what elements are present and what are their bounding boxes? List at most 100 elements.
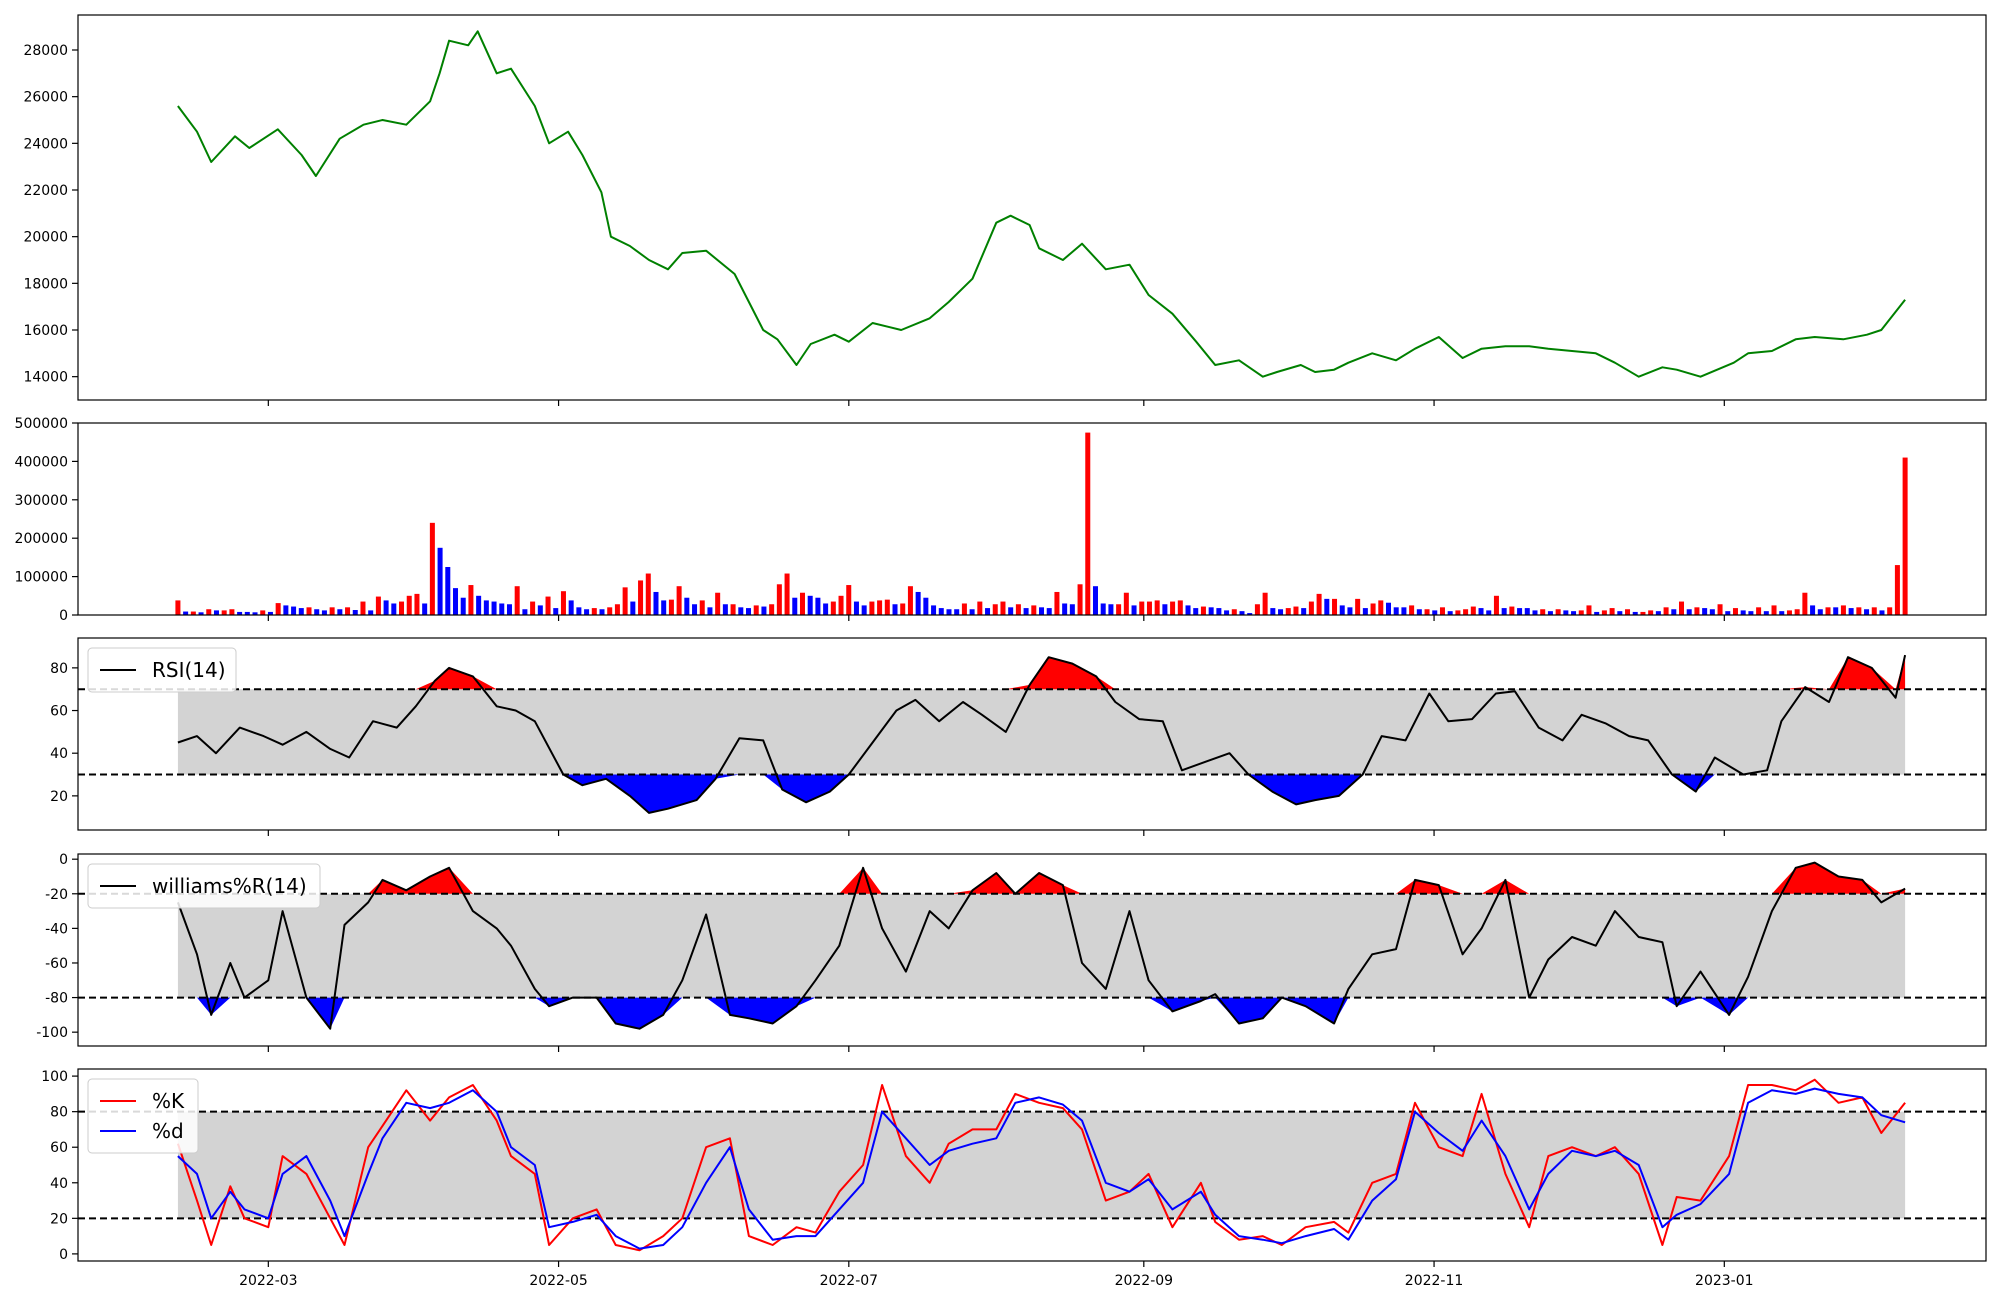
volume-bar: [923, 597, 929, 615]
volume-bar: [1709, 609, 1715, 615]
y-tick-label: 28000: [23, 43, 68, 59]
volume-bar: [1208, 607, 1214, 615]
volume-bar: [985, 608, 991, 615]
volume-bar: [1609, 608, 1615, 615]
volume-bar: [1756, 607, 1762, 615]
legend-label: RSI(14): [152, 658, 226, 682]
volume-bar: [468, 585, 474, 615]
volume-bar: [676, 586, 682, 615]
volume-bar: [1008, 607, 1014, 615]
volume-bar: [1501, 608, 1507, 615]
volume-bar: [969, 609, 975, 615]
volume-bar: [684, 597, 690, 615]
volume-bar: [1732, 608, 1738, 615]
volume-bar: [560, 591, 566, 615]
volume-bar: [429, 522, 435, 615]
volume-bar: [383, 600, 389, 615]
volume-bar: [537, 605, 543, 615]
volume-bar: [1463, 609, 1469, 615]
y-tick-label: 40: [50, 746, 68, 762]
volume-bar: [1455, 610, 1461, 615]
volume-bar: [1370, 603, 1376, 615]
volume-bar: [1054, 591, 1060, 615]
volume-bar: [291, 606, 297, 615]
volume-bar: [707, 607, 713, 615]
volume-bar: [1039, 607, 1045, 615]
volume-bar: [1887, 607, 1893, 615]
y-tick-label: 300000: [15, 493, 68, 509]
volume-bar: [553, 608, 559, 615]
volume-bar: [1154, 600, 1160, 615]
volume-bar: [329, 607, 335, 615]
neutral-band: [177, 1111, 1906, 1219]
volume-bar: [175, 600, 181, 615]
y-tick-label: 20: [50, 789, 68, 805]
legend-label: %d: [152, 1119, 184, 1143]
volume-bar: [1648, 610, 1654, 615]
volume-bar: [391, 603, 397, 615]
volume-bar: [1879, 610, 1885, 615]
volume-bar: [1185, 605, 1191, 615]
volume-bar: [1262, 592, 1268, 615]
volume-bar: [1540, 609, 1546, 615]
volume-bar: [1864, 609, 1870, 615]
volume-bar: [1239, 611, 1245, 615]
volume-bar: [638, 580, 644, 615]
volume-bar: [275, 603, 281, 615]
y-tick-label: 22000: [23, 183, 68, 199]
volume-bar: [206, 609, 212, 615]
y-tick-label: 80: [50, 661, 68, 677]
volume-bar: [630, 601, 636, 615]
volume-bar: [422, 603, 428, 615]
volume-bar: [1193, 608, 1199, 615]
volume-bar: [1401, 607, 1407, 615]
y-tick-label: 20: [50, 1211, 68, 1227]
volume-bar: [614, 604, 620, 615]
volume-bar: [776, 584, 782, 615]
y-tick-label: -40: [45, 921, 68, 937]
volume-bar: [961, 603, 967, 615]
legend-box: [87, 863, 321, 909]
volume-bar: [1902, 457, 1908, 615]
volume-bar: [1100, 603, 1106, 615]
volume-bar: [900, 603, 906, 615]
volume-bar: [1478, 608, 1484, 615]
volume-bar: [715, 592, 721, 615]
overbought-fill: [177, 862, 1906, 894]
volume-bar: [530, 601, 536, 615]
volume-bar: [190, 611, 196, 615]
volume-bar: [1509, 606, 1515, 615]
y-tick-label: 16000: [23, 323, 68, 339]
series-line-2: [177, 1087, 1906, 1250]
volume-bar: [892, 604, 898, 615]
volume-bar: [591, 608, 597, 615]
volume-bar: [1177, 600, 1183, 615]
volume-bar: [221, 610, 227, 615]
volume-bar: [1586, 605, 1592, 615]
volume-bar: [661, 600, 667, 615]
volume-bar: [838, 595, 844, 615]
volume-bar: [1270, 608, 1276, 615]
volume-bar: [1717, 604, 1723, 615]
volume-bar: [1247, 613, 1253, 615]
volume-bar: [406, 595, 412, 615]
volume-bar: [1085, 432, 1091, 615]
volume-bar: [1162, 604, 1168, 615]
volume-bar: [815, 597, 821, 615]
volume-bar: [823, 603, 829, 615]
volume-bar: [1601, 610, 1607, 615]
volume-bar: [1062, 603, 1068, 615]
volume-bar: [584, 609, 590, 615]
volume-bar: [1817, 609, 1823, 615]
volume-bar: [1810, 605, 1816, 615]
volume-bar: [1532, 610, 1538, 615]
volume-bar: [1324, 598, 1330, 615]
volume-bar: [1077, 584, 1083, 615]
volume-bar: [1470, 606, 1476, 615]
volume-bar: [306, 607, 312, 615]
volume-bar: [1802, 592, 1808, 615]
volume-bar: [545, 596, 551, 615]
volume-bar: [1116, 604, 1122, 615]
panel-frame: [77, 1068, 1987, 1262]
volume-bar: [237, 611, 243, 615]
